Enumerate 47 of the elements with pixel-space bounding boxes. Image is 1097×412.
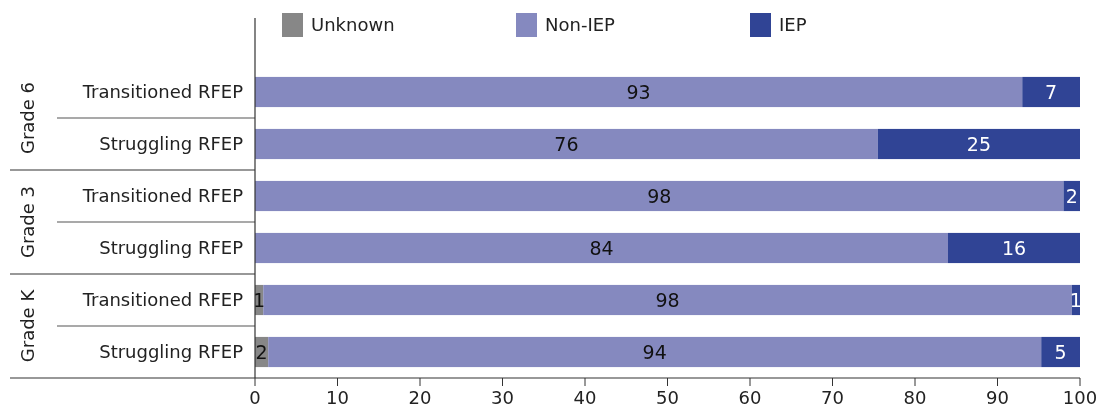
y-tick-label: Transitioned RFEP (81, 81, 244, 103)
data-label: 94 (642, 340, 667, 363)
text: Grade K (17, 288, 39, 363)
legend-label: IEP (779, 14, 807, 36)
bar (255, 180, 1064, 212)
data-label: 2 (1065, 184, 1078, 207)
data-label: 1 (1069, 288, 1082, 311)
data-label: 98 (655, 288, 680, 311)
bar (255, 128, 878, 160)
y-tick-label: Transitioned RFEP (81, 289, 244, 311)
y-tick-label: Struggling RFEP (99, 133, 244, 155)
x-tick-label: 50 (656, 387, 679, 408)
x-tick-label: 40 (573, 387, 597, 408)
y-tick-label: Struggling RFEP (99, 237, 244, 259)
x-tick-label: 10 (326, 387, 349, 408)
data-label: 7 (1045, 80, 1058, 103)
data-label: 93 (626, 80, 651, 103)
x-tick-label: 60 (738, 387, 762, 408)
x-tick-label: 0 (249, 387, 261, 408)
bar (877, 128, 1080, 160)
x-tick-label: 30 (491, 387, 514, 408)
bar (948, 232, 1080, 264)
data-label: 84 (589, 236, 614, 259)
text: Grade 3 (17, 185, 39, 259)
x-tick-label: 80 (903, 387, 927, 408)
data-label: 76 (554, 132, 579, 155)
bar (255, 232, 948, 264)
x-tick-label: 100 (1062, 387, 1097, 408)
data-label: 1 (253, 288, 266, 311)
x-tick-label: 90 (986, 387, 1009, 408)
bar (1041, 336, 1080, 368)
data-label: 5 (1054, 340, 1067, 363)
y-tick-label: Transitioned RFEP (81, 185, 244, 207)
data-label: 16 (1001, 236, 1027, 259)
x-tick-label: 20 (408, 387, 432, 408)
x-tick-label: 70 (821, 387, 844, 408)
legend-label: Unknown (311, 14, 395, 36)
bar (1022, 76, 1080, 108)
bar (263, 284, 1072, 316)
bar (255, 76, 1023, 108)
bar (268, 336, 1042, 368)
legend-label: Non-IEP (545, 14, 616, 36)
data-label: 98 (647, 184, 672, 207)
text: Grade 6 (17, 81, 39, 155)
data-label: 2 (255, 340, 268, 363)
y-tick-label: Struggling RFEP (99, 341, 244, 363)
data-label: 25 (966, 132, 992, 155)
